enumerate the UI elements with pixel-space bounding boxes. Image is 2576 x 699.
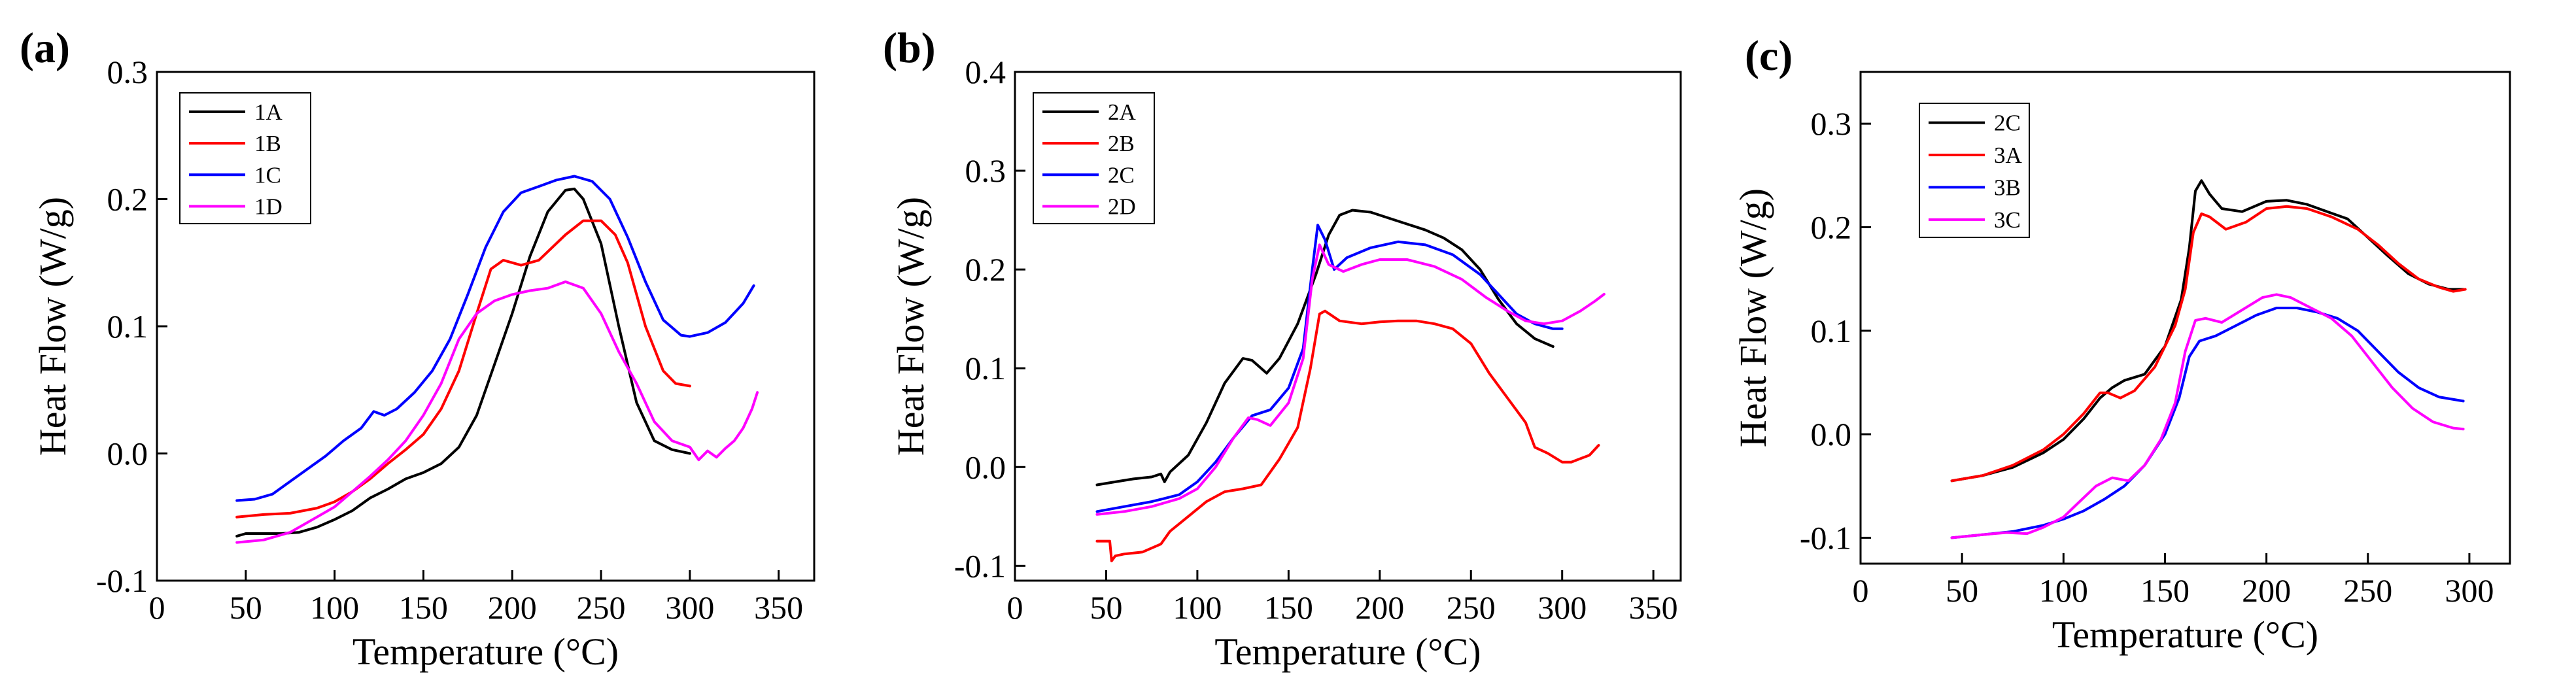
series-line-2a [1095,209,1554,486]
y-tick-label: 0.0 [965,449,1006,485]
legend-label-1c: 1C [254,162,281,188]
legend-label-2a: 2A [1108,99,1137,125]
legend: 2A 2B 2C 2D [1033,92,1155,224]
panel-a: (a) 0 50 100 150 200 250 300 350 -0.1 0.0 0.1 0.2 0.3… [20,24,816,673]
x-tick-label: 200 [1355,589,1404,626]
x-axis-title: Temperature (°C) [352,630,619,673]
legend: 2C 3A 3B 3C [1919,103,2030,238]
y-tick-label: 0.1 [1811,313,1852,349]
legend-label-2c: 2C [1108,162,1135,188]
x-tick-label: 50 [1090,589,1122,626]
legend-label-2b: 2B [1108,131,1135,156]
y-tick-label: 0.2 [107,181,148,218]
y-tick-label: 0.3 [107,54,148,90]
legend-label-3c: 3C [1994,207,2021,233]
y-axis-title: Heat Flow (W/g) [889,197,932,456]
series-line-1b [235,219,691,519]
y-axis-title: Heat Flow (W/g) [31,197,74,456]
panel-c: (c) 0 50 100 150 200 250 300 -0.1 0.0 0.1 0.2 0.3 Tem… [1732,32,2511,656]
x-tick-label: 250 [2343,572,2392,609]
plot-frame [1014,71,1682,582]
x-tick-label: 50 [1946,572,1978,609]
x-tick-label: 250 [577,589,626,626]
legend-box [1919,103,2030,238]
legend-label-2c: 2C [1994,111,2021,136]
x-tick-label: 250 [1447,589,1496,626]
legend-label-2d: 2D [1108,194,1136,219]
x-tick-label: 350 [754,589,803,626]
legend-box [179,92,311,224]
x-tick-label: 100 [2039,572,2088,609]
legend-label-3b: 3B [1994,175,2021,200]
y-tick-label: 0.1 [965,350,1006,386]
series-line-2c [1095,224,1564,513]
legend-label-1a: 1A [254,99,283,125]
y-tick-label: 0.0 [1811,416,1852,452]
series-line-1a [235,187,691,537]
legend-label-1b: 1B [254,131,281,156]
x-tick-label: 200 [2242,572,2291,609]
y-tick-label: 0.2 [1811,209,1852,245]
y-tick-label: 0.3 [965,152,1006,189]
y-axis-title: Heat Flow (W/g) [1732,188,1774,447]
legend-label-3a: 3A [1994,143,2023,168]
panel-label: (b) [883,24,936,72]
x-axis-title: Temperature (°C) [2052,613,2318,656]
x-tick-label: 0 [1853,572,1869,609]
x-axis-title: Temperature (°C) [1214,630,1481,673]
series-line-3a [1950,205,2467,483]
x-tick-label: 300 [665,589,714,626]
x-tick-label: 100 [1173,589,1222,626]
x-tick-label: 150 [399,589,448,626]
y-tick-label: -0.1 [954,547,1006,584]
series-line-2b [1095,309,1600,562]
x-tick-label: 0 [149,589,165,626]
y-tick-label: 0.1 [107,308,148,345]
legend-box [1033,92,1155,224]
x-tick-label: 350 [1629,589,1678,626]
panel-label: (a) [20,24,70,72]
panel-label: (c) [1745,32,1793,80]
x-tick-label: 100 [310,589,359,626]
x-tick-label: 300 [1537,589,1587,626]
x-tick-label: 300 [2445,572,2494,609]
series-line-1c [235,175,755,502]
series-line-3c [1950,293,2465,539]
x-tick-label: 50 [230,589,262,626]
y-tick-label: 0.4 [965,54,1006,90]
plot-frame [1859,71,2511,565]
y-tick-label: -0.1 [1800,519,1851,556]
x-tick-label: 0 [1007,589,1023,626]
x-tick-label: 150 [2140,572,2190,609]
y-tick-label: -0.1 [96,562,148,599]
y-tick-label: 0.3 [1811,105,1852,142]
panel-b: (b) 0 50 100 150 200 250 300 350 -0.1 0.0 0.1 0.2 0.3… [883,24,1682,673]
series-line-3b [1950,307,2465,539]
series-line-2d [1095,243,1606,516]
x-tick-label: 200 [488,589,537,626]
legend: 1A 1B 1C 1D [179,92,311,224]
x-tick-label: 150 [1264,589,1313,626]
y-tick-label: 0.0 [107,435,148,472]
series-line-1d [235,280,759,544]
legend-label-1d: 1D [254,194,283,219]
y-tick-label: 0.2 [965,251,1006,288]
